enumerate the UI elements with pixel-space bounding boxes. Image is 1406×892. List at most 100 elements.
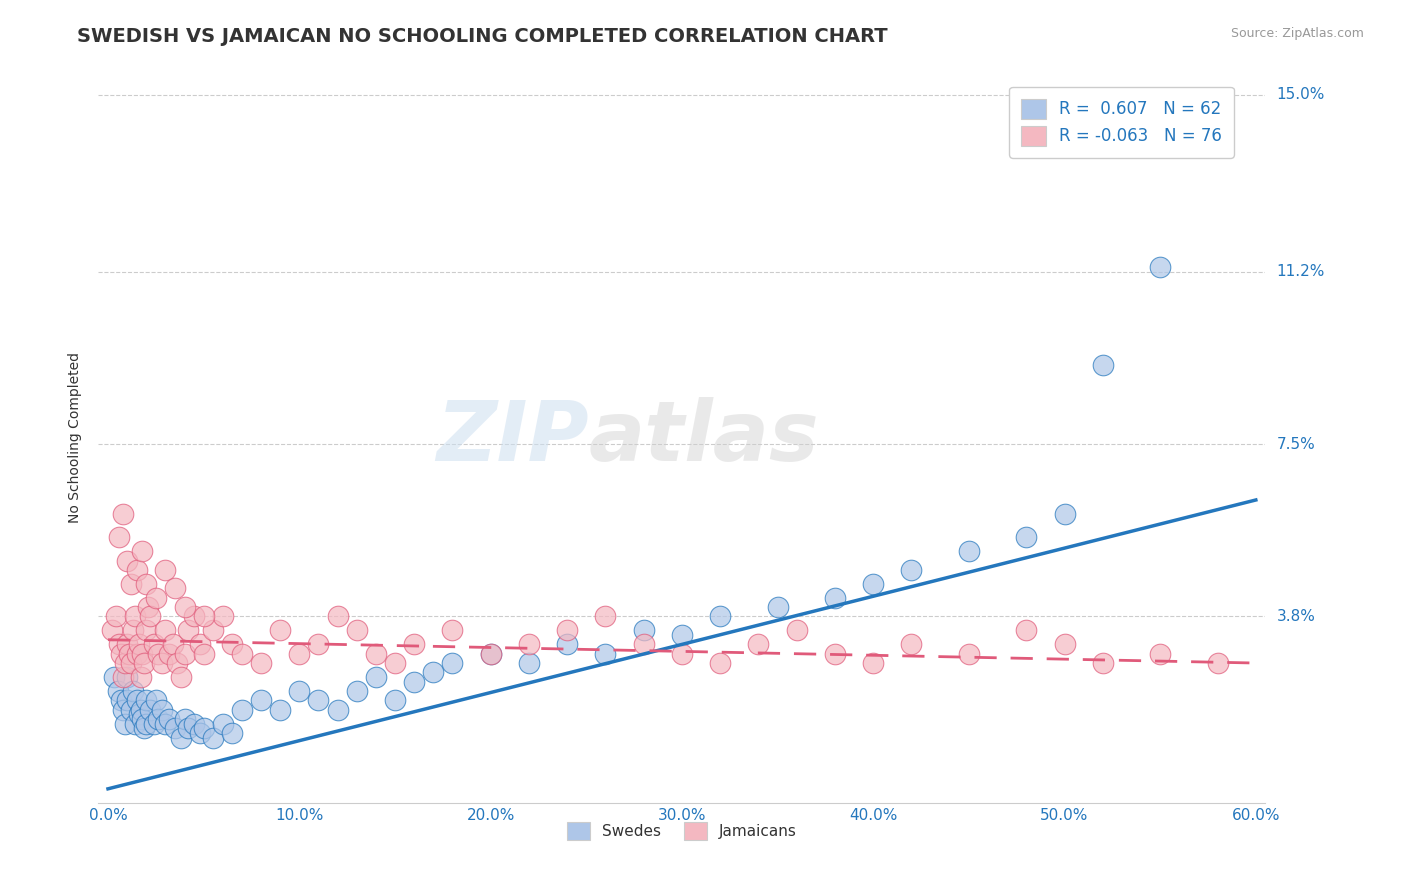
Point: [307, 637, 329, 651]
Point: [517, 656, 540, 670]
Point: [129, 703, 152, 717]
Point: [134, 721, 156, 735]
Point: [364, 647, 387, 661]
Point: [193, 721, 215, 735]
Point: [862, 656, 884, 670]
Point: [110, 693, 132, 707]
Point: [862, 577, 884, 591]
Point: [384, 693, 406, 707]
Point: [177, 624, 200, 638]
Point: [131, 544, 153, 558]
Point: [188, 637, 211, 651]
Y-axis label: No Schooling Completed: No Schooling Completed: [69, 351, 83, 523]
Text: 3.8%: 3.8%: [1277, 609, 1316, 624]
Point: [555, 624, 578, 638]
Point: [709, 609, 731, 624]
Point: [231, 703, 253, 717]
Text: atlas: atlas: [589, 397, 820, 477]
Point: [101, 624, 124, 638]
Point: [139, 703, 162, 717]
Point: [114, 716, 136, 731]
Point: [173, 712, 195, 726]
Point: [155, 716, 177, 731]
Point: [269, 624, 291, 638]
Point: [120, 656, 142, 670]
Point: [142, 716, 165, 731]
Point: [957, 647, 980, 661]
Point: [128, 707, 150, 722]
Point: [221, 637, 243, 651]
Point: [269, 703, 291, 717]
Point: [115, 670, 138, 684]
Point: [150, 656, 173, 670]
Point: [346, 624, 368, 638]
Text: ZIP: ZIP: [436, 397, 589, 477]
Point: [107, 684, 129, 698]
Point: [134, 656, 156, 670]
Point: [135, 716, 157, 731]
Point: [135, 577, 157, 591]
Point: [441, 624, 464, 638]
Point: [124, 716, 146, 731]
Point: [193, 609, 215, 624]
Point: [125, 563, 148, 577]
Point: [162, 637, 184, 651]
Point: [135, 693, 157, 707]
Legend: Swedes, Jamaicans: Swedes, Jamaicans: [561, 815, 803, 847]
Point: [146, 647, 169, 661]
Point: [1091, 358, 1114, 372]
Point: [555, 637, 578, 651]
Point: [112, 507, 135, 521]
Point: [404, 637, 426, 651]
Point: [1053, 507, 1076, 521]
Point: [115, 693, 138, 707]
Point: [1206, 656, 1229, 670]
Point: [129, 670, 152, 684]
Point: [671, 628, 693, 642]
Point: [120, 703, 142, 717]
Point: [364, 670, 387, 684]
Point: [114, 656, 136, 670]
Point: [136, 600, 159, 615]
Point: [202, 624, 225, 638]
Point: [250, 693, 273, 707]
Point: [633, 637, 655, 651]
Point: [709, 656, 731, 670]
Point: [118, 647, 141, 661]
Point: [211, 716, 233, 731]
Point: [150, 703, 173, 717]
Point: [170, 670, 193, 684]
Point: [108, 637, 131, 651]
Point: [307, 693, 329, 707]
Point: [166, 656, 188, 670]
Point: [115, 553, 138, 567]
Point: [288, 647, 311, 661]
Point: [786, 624, 808, 638]
Point: [671, 647, 693, 661]
Point: [112, 703, 135, 717]
Point: [112, 670, 135, 684]
Text: SWEDISH VS JAMAICAN NO SCHOOLING COMPLETED CORRELATION CHART: SWEDISH VS JAMAICAN NO SCHOOLING COMPLET…: [77, 27, 889, 45]
Point: [121, 624, 143, 638]
Point: [1015, 530, 1038, 544]
Point: [231, 647, 253, 661]
Point: [173, 600, 195, 615]
Point: [900, 563, 922, 577]
Text: 15.0%: 15.0%: [1277, 87, 1324, 103]
Point: [479, 647, 502, 661]
Text: Source: ZipAtlas.com: Source: ZipAtlas.com: [1230, 27, 1364, 40]
Point: [145, 591, 167, 605]
Point: [517, 637, 540, 651]
Point: [384, 656, 406, 670]
Point: [211, 609, 233, 624]
Point: [142, 637, 165, 651]
Point: [326, 609, 349, 624]
Point: [1149, 260, 1171, 274]
Point: [900, 637, 922, 651]
Point: [824, 647, 846, 661]
Point: [146, 712, 169, 726]
Point: [183, 609, 205, 624]
Point: [103, 670, 125, 684]
Point: [155, 563, 177, 577]
Text: 7.5%: 7.5%: [1277, 436, 1315, 451]
